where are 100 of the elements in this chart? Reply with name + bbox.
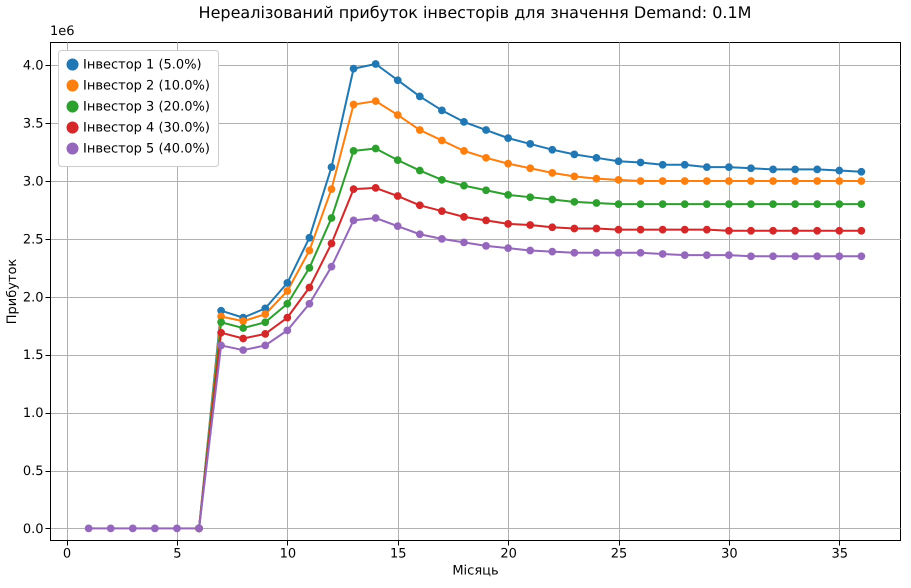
point: [570, 224, 578, 232]
y-tick-label: 0.5: [22, 464, 44, 480]
point: [791, 177, 800, 185]
point: [460, 238, 468, 246]
point: [306, 264, 314, 272]
x-tick-label: 5: [173, 546, 182, 562]
y-axis-title: Прибуток: [4, 258, 20, 324]
point: [173, 524, 181, 532]
point: [592, 248, 600, 257]
point: [261, 318, 270, 326]
x-tick-label: 0: [62, 546, 72, 562]
point: [592, 199, 600, 207]
point: [702, 226, 711, 234]
point: [614, 157, 622, 166]
point: [261, 342, 270, 350]
y-tick-label: 1.5: [22, 348, 44, 364]
point: [438, 207, 446, 215]
point: [372, 214, 380, 222]
point: [813, 200, 822, 208]
point: [306, 246, 314, 254]
point: [438, 176, 446, 184]
point: [570, 248, 578, 257]
point: [680, 226, 689, 234]
point: [239, 346, 248, 354]
point: [769, 252, 777, 260]
point: [702, 163, 711, 171]
point: [747, 252, 755, 260]
point: [328, 214, 336, 222]
point: [548, 223, 556, 232]
point: [150, 524, 159, 532]
point: [482, 186, 490, 194]
point: [680, 251, 689, 259]
x-tick-label: 15: [390, 546, 406, 562]
point: [835, 252, 844, 260]
point: [460, 118, 468, 126]
point: [592, 154, 600, 162]
point: [702, 251, 711, 259]
point: [769, 177, 777, 185]
point: [504, 244, 512, 252]
y-tick-label: 2.0: [22, 290, 44, 306]
point: [372, 144, 380, 152]
point: [239, 334, 248, 342]
point: [614, 200, 622, 208]
point: [725, 226, 733, 235]
point: [482, 216, 490, 224]
point: [636, 248, 644, 257]
x-tick-label: 25: [610, 546, 628, 562]
point: [526, 140, 534, 148]
point: [857, 168, 866, 176]
point: [350, 147, 358, 155]
point: [526, 193, 534, 202]
point: [504, 191, 512, 199]
point: [614, 226, 622, 234]
point: [239, 317, 248, 325]
point: [394, 156, 402, 164]
y-tick-label: 0.0: [22, 522, 44, 537]
point: [658, 250, 667, 258]
legend-label: Інвестор 5 (40.0%): [83, 142, 210, 156]
point: [350, 64, 358, 73]
point: [217, 328, 225, 337]
point: [592, 224, 600, 232]
point: [835, 166, 844, 174]
point: [570, 172, 578, 180]
point: [813, 177, 822, 185]
point: [835, 200, 844, 208]
point: [283, 279, 292, 287]
point: [592, 174, 600, 183]
x-tick-label: 20: [500, 546, 517, 562]
point: [857, 200, 866, 208]
y-tick-label: 2.5: [22, 232, 44, 248]
point: [416, 92, 424, 100]
point: [725, 177, 733, 185]
point: [658, 200, 667, 208]
point: [791, 226, 800, 235]
x-tick-label: 10: [280, 546, 296, 562]
point: [504, 160, 512, 168]
y-tick-label: 1.0: [22, 406, 44, 422]
point: [526, 246, 534, 254]
point: [283, 287, 292, 295]
x-tick-label: 35: [832, 546, 848, 562]
point: [680, 200, 689, 208]
point: [394, 192, 402, 200]
point: [350, 216, 358, 224]
point: [658, 177, 667, 185]
point: [658, 226, 667, 234]
x-axis-title: Місяць: [452, 564, 499, 578]
point: [283, 300, 292, 308]
point: [636, 226, 644, 234]
point: [791, 252, 800, 260]
point: [548, 146, 556, 154]
point: [769, 166, 777, 174]
point: [526, 164, 534, 172]
point: [328, 185, 336, 193]
legend-label: Інвестор 4 (30.0%): [83, 120, 210, 136]
point: [416, 230, 424, 238]
point: [460, 182, 468, 190]
point: [614, 248, 622, 257]
point: [769, 226, 777, 235]
point: [813, 226, 822, 235]
legend-label: Інвестор 2 (10.0%): [83, 78, 210, 94]
